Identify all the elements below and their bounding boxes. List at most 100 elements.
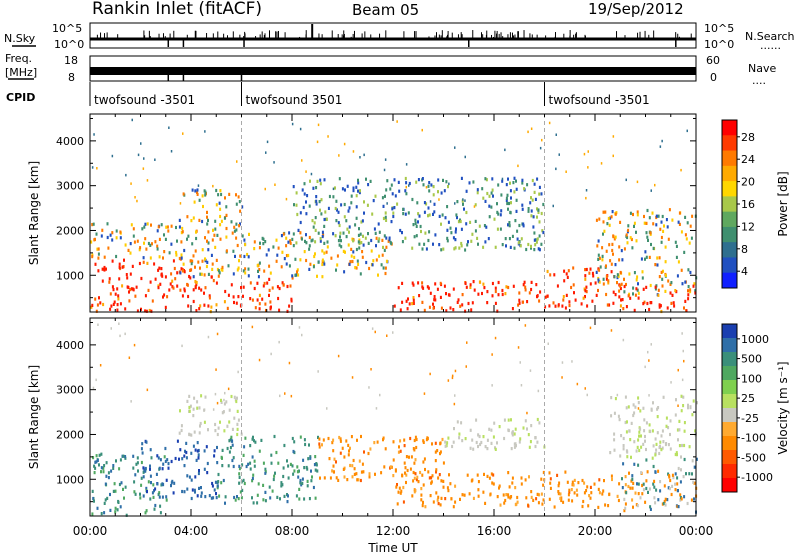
data-cell: [487, 237, 490, 241]
data-cell: [474, 219, 477, 223]
data-cell: [514, 503, 517, 507]
data-cell: [332, 187, 335, 191]
data-cell: [216, 484, 219, 488]
data-cell: [536, 295, 538, 299]
data-cell: [149, 280, 152, 284]
data-cell: [377, 222, 380, 226]
data-cell: [181, 457, 184, 461]
data-cell: [254, 440, 257, 444]
data-cell: [509, 210, 512, 214]
data-cell: [481, 187, 484, 191]
data-cell: [532, 225, 535, 229]
data-cell: [518, 440, 521, 444]
data-cell: [643, 300, 646, 304]
data-cell: [282, 466, 285, 470]
data-cell: [157, 225, 160, 229]
data-cell: [92, 386, 95, 390]
data-cell: [510, 495, 513, 499]
data-cell: [274, 471, 276, 475]
data-cell: [212, 496, 215, 500]
data-cell: [166, 458, 169, 462]
data-cell: [549, 477, 552, 481]
data-cell: [558, 153, 560, 156]
data-cell: [393, 206, 396, 210]
data-cell: [521, 203, 524, 207]
data-cell: [421, 128, 423, 132]
data-cell: [684, 299, 687, 303]
data-cell: [622, 444, 625, 448]
data-cell: [617, 498, 620, 503]
data-cell: [201, 248, 204, 252]
data-cell: [669, 478, 672, 483]
colorbar-swatch: [722, 352, 737, 367]
data-cell: [186, 487, 189, 491]
data-cell: [291, 274, 294, 278]
data-cell: [97, 256, 100, 260]
data-cell: [473, 205, 476, 208]
data-cell: [170, 242, 173, 246]
data-cell: [444, 444, 447, 448]
data-cell: [674, 488, 677, 492]
data-cell: [406, 307, 409, 311]
data-cell: [691, 413, 694, 417]
data-cell: [357, 189, 359, 193]
data-cell: [439, 503, 442, 507]
data-cell: [308, 244, 311, 248]
data-cell: [625, 282, 627, 287]
data-cell: [157, 286, 160, 290]
data-cell: [529, 440, 532, 444]
data-cell: [198, 469, 200, 473]
data-cell: [688, 445, 691, 449]
data-cell: [412, 470, 415, 475]
data-cell: [607, 281, 610, 285]
data-cell: [331, 469, 334, 473]
data-cell: [687, 406, 689, 410]
data-cell: [559, 496, 562, 500]
data-cell: [421, 177, 424, 181]
data-cell: [683, 359, 685, 363]
data-cell: [526, 411, 528, 415]
data-cell: [498, 425, 501, 429]
data-cell: [402, 485, 405, 490]
data-cell: [584, 387, 586, 390]
data-cell: [305, 258, 308, 263]
data-cell: [206, 222, 209, 226]
data-cell: [401, 300, 404, 304]
data-cell: [625, 233, 628, 237]
velocity-panel-bg: [90, 318, 696, 516]
data-cell: [125, 273, 128, 277]
data-cell: [214, 245, 217, 249]
data-cell: [501, 288, 504, 293]
data-cell: [140, 483, 143, 487]
data-cell: [166, 225, 169, 229]
data-cell: [530, 287, 533, 292]
data-cell: [266, 281, 269, 285]
data-cell: [349, 463, 352, 468]
data-cell: [534, 243, 537, 247]
data-cell: [680, 268, 683, 272]
data-cell: [488, 215, 491, 219]
data-cell: [538, 493, 541, 497]
data-cell: [370, 249, 373, 253]
data-cell: [538, 299, 541, 303]
data-cell: [632, 481, 635, 485]
data-cell: [414, 472, 417, 476]
data-cell: [679, 480, 682, 484]
data-cell: [568, 300, 571, 304]
data-cell: [671, 293, 674, 297]
data-cell: [178, 457, 180, 461]
data-cell: [93, 464, 96, 468]
data-cell: [660, 434, 663, 438]
data-cell: [251, 476, 254, 481]
data-cell: [235, 228, 238, 232]
data-cell: [142, 260, 145, 264]
data-cell: [516, 229, 519, 233]
data-cell: [409, 436, 412, 441]
data-cell: [146, 388, 149, 392]
data-cell: [650, 242, 652, 247]
data-cell: [635, 278, 638, 282]
data-cell: [476, 188, 479, 192]
data-cell: [648, 307, 651, 312]
data-cell: [539, 290, 542, 294]
data-cell: [671, 218, 674, 222]
